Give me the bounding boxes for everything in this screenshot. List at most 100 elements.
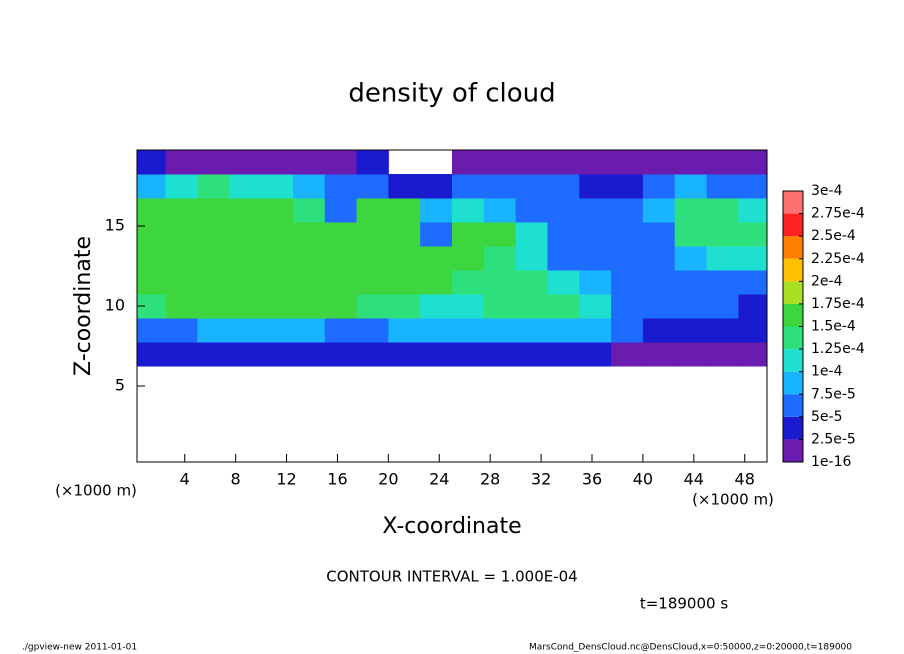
cell [229,150,262,175]
colorbar-label: 5e-5 [811,409,842,425]
colorbar-label: 3e-4 [811,183,843,199]
cell [642,270,676,295]
cell [738,270,768,295]
cell [388,222,421,247]
cell [197,270,230,295]
cell [611,150,644,175]
cell [674,246,708,271]
cell [547,270,580,295]
cell [165,318,198,343]
cell [137,270,167,295]
cell [515,270,548,295]
cell [420,174,453,199]
cell [420,222,453,247]
colorbar-label: 2.75e-4 [811,206,865,222]
cell [515,342,548,367]
colorbar-label: 2.5e-4 [811,228,856,244]
cell [261,294,294,319]
cell [611,318,644,343]
colorbar-segment [783,394,803,417]
cell [515,246,548,271]
cell [261,270,294,295]
cell [642,198,676,223]
cell [229,246,262,271]
cell [292,198,326,223]
cell [324,246,358,271]
colorbar-segment [783,213,803,237]
cell [706,198,739,223]
cell [515,174,548,199]
cell [674,198,708,223]
cell [324,270,358,295]
cell [738,318,768,343]
colorbar-segment [783,416,803,440]
cell [642,342,676,367]
cell [165,342,198,367]
cell [356,198,389,223]
colorbar-segment [783,303,803,327]
cell [674,174,708,199]
cell [420,270,453,295]
cell [388,246,421,271]
cell [579,318,612,343]
cell [515,318,548,343]
x-tick-label: 40 [633,470,653,489]
cell [611,294,644,319]
cell [674,342,708,367]
cell [483,246,517,271]
x-tick-label: 36 [582,470,602,489]
colorbar-label: 1e-4 [811,364,843,380]
cell [388,318,421,343]
cell [229,270,262,295]
cell [674,294,708,319]
cell [292,270,326,295]
cell [324,222,358,247]
colorbar-label: 2e-4 [811,273,843,289]
y-tick-label: 5 [115,376,125,395]
footer-right: MarsCond_DensCloud.nc@DensCloud,x=0:5000… [529,643,852,653]
cell [197,294,230,319]
cell [483,318,517,343]
x-axis-label: X-coordinate [382,514,521,539]
x-tick-label: 12 [276,470,296,489]
cell [674,318,708,343]
colorbar-segment [783,281,803,304]
cell [515,294,548,319]
cell [197,198,230,223]
cell [137,246,167,271]
cell [611,174,644,199]
x-tick-label: 44 [684,470,704,489]
cell [420,318,453,343]
colorbar-segment [783,191,803,214]
x-tick-label: 28 [480,470,500,489]
cell [261,246,294,271]
cell [452,270,485,295]
cell [165,270,198,295]
cell [197,150,230,175]
cell [324,174,358,199]
cell [137,198,167,223]
cell [547,222,580,247]
cell [452,294,485,319]
cell [738,198,768,223]
footer-left: ./gpview-new 2011-01-01 [22,643,137,653]
cell [324,150,358,175]
cell [547,318,580,343]
colorbar-segment [783,258,803,282]
cell [706,246,739,271]
cell [579,342,612,367]
cell [388,174,421,199]
cell [197,318,230,343]
cell [579,198,612,223]
cell [137,342,167,367]
cell [388,270,421,295]
x-unit: (×1000 m) [55,482,137,500]
cell [420,342,453,367]
cell [452,246,485,271]
colorbar-segment [783,371,803,395]
cell [292,222,326,247]
cell [324,294,358,319]
colorbar-segment [783,349,803,372]
cell [292,318,326,343]
